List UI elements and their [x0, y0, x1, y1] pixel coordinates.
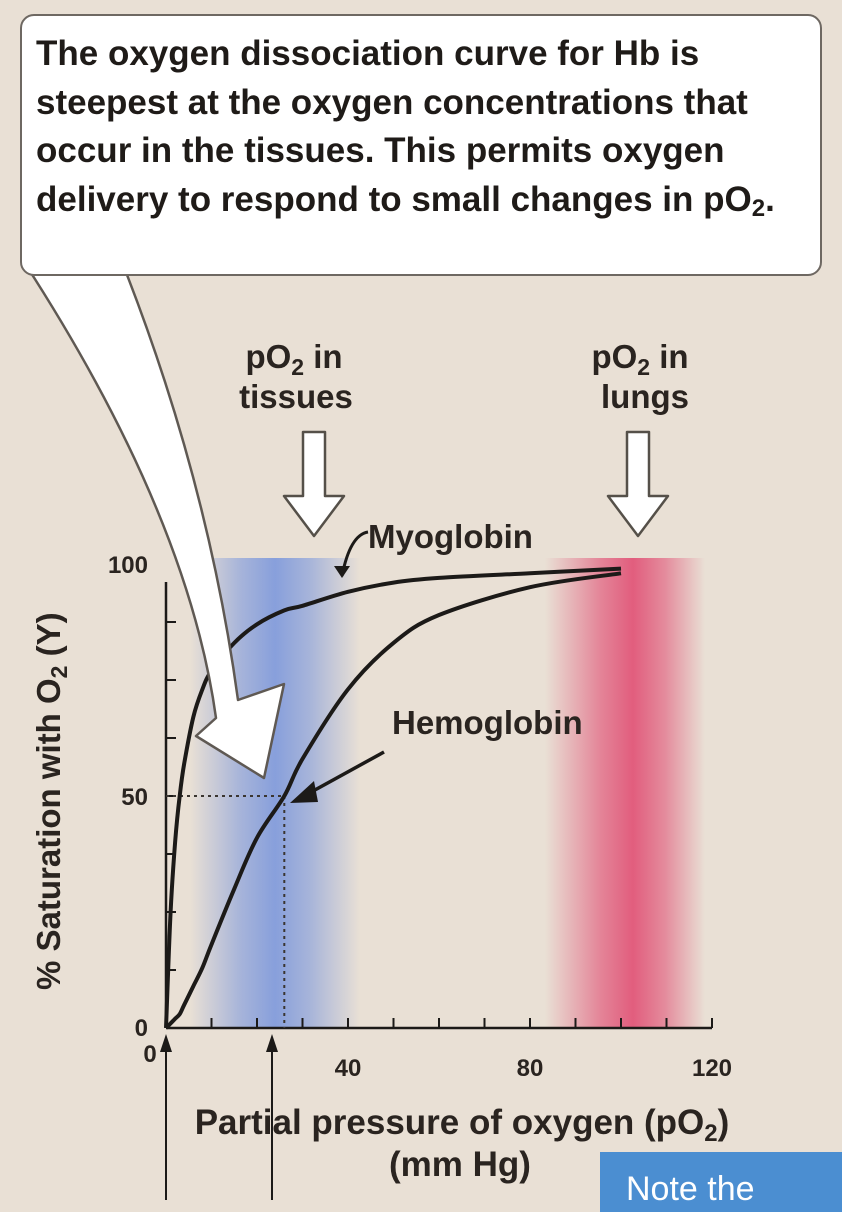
lungs-label-line1: pO2 in	[591, 338, 688, 380]
hemoglobin-pointer-head	[290, 781, 318, 803]
tissues-arrow-icon	[282, 430, 346, 538]
series-layer	[164, 566, 622, 1030]
callout-pointer-arrow-icon	[22, 260, 286, 780]
x-axis-title: Partial pressure of oxygen (pO2)	[195, 1103, 730, 1147]
hemoglobin-curve	[164, 571, 622, 1030]
callout-box: The oxygen dissociation curve for Hb is …	[20, 14, 822, 276]
lungs-label-line2: lungs	[601, 378, 689, 415]
y-tick-label: 0	[135, 1015, 148, 1042]
myoglobin-curve	[164, 566, 622, 1029]
y-axis-title: % Saturation with O2 (Y)	[30, 612, 72, 990]
x-tick-label: 120	[692, 1055, 732, 1082]
lungs-arrow-icon	[606, 430, 670, 538]
x-p50-up-arrow-icon	[266, 1034, 278, 1052]
x-axis-title-line2: (mm Hg)	[389, 1145, 531, 1184]
tissues-label-line1: pO2 in	[245, 338, 342, 380]
note-button[interactable]: Note the	[600, 1152, 842, 1212]
myoglobin-pointer-head	[334, 566, 350, 578]
lung-range-band	[545, 558, 705, 1028]
x-tick-label: 0	[143, 1041, 156, 1068]
y-tick-label: 100	[108, 552, 148, 579]
tissues-label-line2: tissues	[239, 378, 353, 415]
y-tick-label: 50	[121, 784, 148, 811]
hemoglobin-label: Hemoglobin	[392, 704, 583, 741]
myoglobin-label: Myoglobin	[368, 518, 533, 555]
hemoglobin-pointer	[303, 750, 385, 798]
p50-guides	[166, 795, 286, 1028]
x-tick-label: 80	[517, 1055, 544, 1082]
x-tick-label: 40	[335, 1055, 362, 1082]
callout-text: The oxygen dissociation curve for Hb is …	[36, 34, 775, 222]
x-zero-up-arrow-icon	[160, 1034, 172, 1052]
